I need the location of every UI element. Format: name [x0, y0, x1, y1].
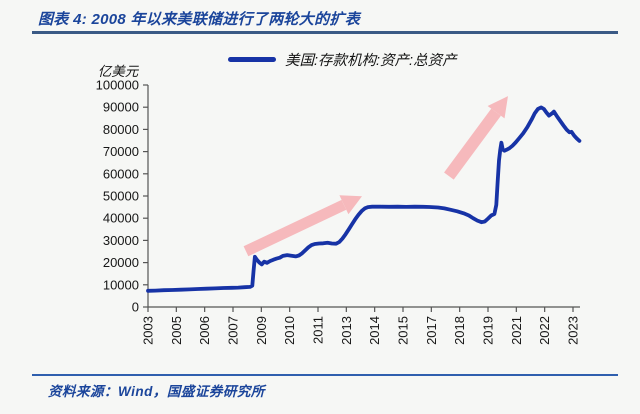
x-tick-label: 2019	[480, 316, 495, 345]
x-tick-label: 2003	[141, 316, 156, 345]
first-expansion-arrow-shaft	[243, 199, 347, 257]
y-tick-label: 80000	[103, 122, 139, 137]
y-tick-label: 50000	[103, 189, 139, 204]
y-tick-label: 70000	[103, 144, 139, 159]
y-tick-label: 20000	[103, 255, 139, 270]
y-axis-unit-label: 亿美元	[97, 64, 139, 79]
x-tick-label: 2010	[282, 316, 297, 345]
second-expansion-arrow-shaft	[444, 108, 501, 180]
x-tick-label: 2023	[565, 316, 580, 345]
legend-label: 美国:存款机构:资产:总资产	[285, 53, 457, 69]
x-tick-label: 2018	[452, 316, 467, 345]
y-axis-tick-labels: 0 10000 20000 30000 40000 50000 60000 70000 8000…	[96, 78, 139, 315]
y-tick-label: 100000	[96, 78, 139, 93]
legend-line-swatch	[228, 57, 276, 62]
x-tick-label: 2007	[225, 316, 240, 345]
x-tick-label: 2005	[169, 316, 184, 345]
x-tick-label: 2009	[254, 316, 269, 345]
x-tick-label: 2013	[339, 316, 354, 345]
x-tick-label: 2015	[395, 316, 410, 345]
x-axis-tick-labels: 2003 2005 2006 2007 2009 2010 2011 2013 2014 2015…	[141, 316, 581, 345]
axes	[143, 84, 580, 312]
footer-divider	[32, 374, 618, 376]
source-note: 资料来源：Wind，国盛证券研究所	[48, 384, 265, 399]
y-tick-label: 10000	[103, 277, 139, 292]
total-assets-line	[146, 105, 582, 293]
y-tick-label: 0	[132, 300, 139, 315]
y-tick-label: 40000	[103, 211, 139, 226]
second-expansion-arrow-head	[487, 96, 508, 119]
x-tick-label: 2017	[424, 316, 439, 345]
series-path	[146, 105, 582, 293]
y-tick-label: 90000	[103, 100, 139, 115]
first-expansion-arrow-head	[339, 195, 362, 215]
x-tick-label: 2014	[367, 316, 382, 345]
x-tick-label: 2021	[509, 316, 524, 345]
trend-arrows	[243, 96, 508, 257]
y-tick-label: 60000	[103, 166, 139, 181]
title-divider	[32, 31, 618, 34]
x-tick-label: 2022	[537, 316, 552, 345]
figure-title: 图表 4: 2008 年以来美联储进行了两轮大的扩表	[38, 11, 361, 28]
y-tick-label: 30000	[103, 233, 139, 248]
chart-legend: 美国:存款机构:资产:总资产	[228, 49, 457, 70]
x-tick-label: 2011	[310, 316, 325, 344]
x-tick-label: 2006	[197, 316, 212, 345]
